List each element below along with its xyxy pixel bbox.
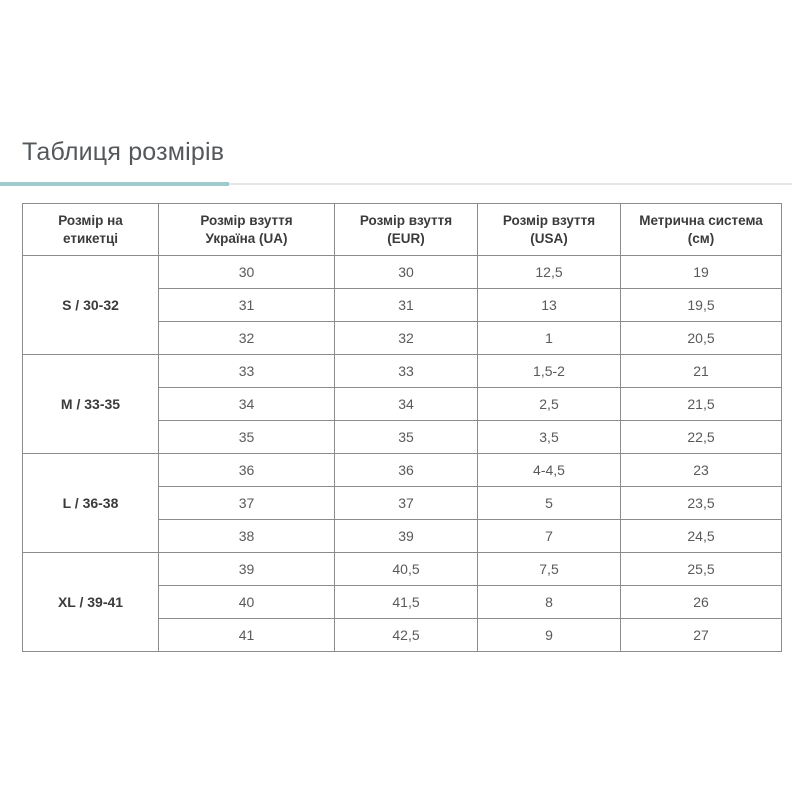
- table-cell: 23: [620, 453, 782, 487]
- table-cell: 41,5: [334, 585, 478, 619]
- table-cell: 20,5: [620, 321, 782, 355]
- group-label-s: S / 30-32: [22, 255, 159, 355]
- table-row: L / 36-38 36 36 4-4,5 23: [22, 453, 782, 553]
- table-cell: 19: [620, 255, 782, 289]
- column-header-line: Розмір взуття: [359, 212, 453, 228]
- table-cell: 35: [334, 420, 478, 454]
- table-cell: 12,5: [477, 255, 621, 289]
- table-cell: 40,5: [334, 552, 478, 586]
- column-header-line: Україна (UA): [205, 230, 288, 246]
- table-cell: 32: [334, 321, 478, 355]
- title-underline: [0, 182, 792, 187]
- table-cell: 9: [477, 618, 621, 652]
- table-cell: 1,5-2: [477, 354, 621, 388]
- column-header-usa-size: Розмір взуття (USA): [477, 203, 621, 256]
- size-table: Розмір на етикетці Розмір взуття Україна…: [22, 203, 782, 652]
- table-row: 34 34 2,5 21,5: [23, 387, 782, 421]
- table-cell: 7: [477, 519, 621, 553]
- table-cell: 42,5: [334, 618, 478, 652]
- table-cell: 30: [158, 255, 335, 289]
- column-header-eur-size: Розмір взуття (EUR): [334, 203, 478, 256]
- group-label-xl: XL / 39-41: [22, 552, 159, 652]
- table-cell: 38: [158, 519, 335, 553]
- column-header-line: (см): [687, 230, 715, 246]
- table-cell: 31: [158, 288, 335, 322]
- table-cell: 32: [158, 321, 335, 355]
- table-cell: 22,5: [620, 420, 782, 454]
- table-cell: 24,5: [620, 519, 782, 553]
- table-row: 41 42,5 9 27: [23, 618, 782, 652]
- table-cell: 34: [334, 387, 478, 421]
- column-header-line: Метрична система: [639, 212, 763, 228]
- table-cell: 21,5: [620, 387, 782, 421]
- table-row: XL / 39-41 39 40,5 7,5 25,5: [22, 552, 782, 652]
- header-row: Розмір на етикетці Розмір взуття Україна…: [22, 203, 782, 256]
- table-cell: 37: [334, 486, 478, 520]
- table-cell: 19,5: [620, 288, 782, 322]
- column-header-line: Розмір взуття: [502, 212, 596, 228]
- column-header-line: Розмір на: [58, 212, 123, 228]
- column-header-line: етикетці: [63, 230, 118, 246]
- table-cell: 30: [334, 255, 478, 289]
- table-row: 37 37 5 23,5: [23, 486, 782, 520]
- table-cell: 13: [477, 288, 621, 322]
- table-row: 32 32 1 20,5: [23, 321, 782, 355]
- column-header-line: (EUR): [387, 230, 425, 246]
- group-label-l: L / 36-38: [22, 453, 159, 553]
- title-underline-teal-segment: [0, 182, 229, 186]
- column-header-label-size: Розмір на етикетці: [22, 203, 159, 256]
- table-cell: 39: [158, 552, 335, 586]
- table-cell: 2,5: [477, 387, 621, 421]
- table-cell: 36: [158, 453, 335, 487]
- table-row: 40 41,5 8 26: [23, 585, 782, 619]
- table-cell: 33: [334, 354, 478, 388]
- column-header-line: Розмір взуття: [200, 212, 293, 228]
- column-header-line: (USA): [530, 230, 568, 246]
- table-cell: 3,5: [477, 420, 621, 454]
- column-header-metric: Метрична система (см): [620, 203, 782, 256]
- table-cell: 39: [334, 519, 478, 553]
- table-cell: 5: [477, 486, 621, 520]
- title-underline-gray-segment: [0, 183, 792, 185]
- table-cell: 40: [158, 585, 335, 619]
- table-row: 38 39 7 24,5: [23, 519, 782, 553]
- table-row: 31 31 13 19,5: [23, 288, 782, 322]
- table-cell: 33: [158, 354, 335, 388]
- table-row: S / 30-32 30 30 12,5 19: [22, 255, 782, 355]
- table-cell: 25,5: [620, 552, 782, 586]
- table-cell: 7,5: [477, 552, 621, 586]
- group-label-m: M / 33-35: [22, 354, 159, 454]
- table-cell: 34: [158, 387, 335, 421]
- table-cell: 26: [620, 585, 782, 619]
- table-cell: 31: [334, 288, 478, 322]
- table-cell: 27: [620, 618, 782, 652]
- table-cell: 1: [477, 321, 621, 355]
- table-cell: 23,5: [620, 486, 782, 520]
- table-cell: 8: [477, 585, 621, 619]
- column-header-ua-size: Розмір взуття Україна (UA): [158, 203, 335, 256]
- table-cell: 21: [620, 354, 782, 388]
- table-cell: 36: [334, 453, 478, 487]
- table-cell: 35: [158, 420, 335, 454]
- page-title: Таблиця розмірів: [22, 138, 225, 166]
- table-cell: 4-4,5: [477, 453, 621, 487]
- table-cell: 37: [158, 486, 335, 520]
- table-row: M / 33-35 33 33 1,5-2 21: [22, 354, 782, 454]
- table-cell: 41: [158, 618, 335, 652]
